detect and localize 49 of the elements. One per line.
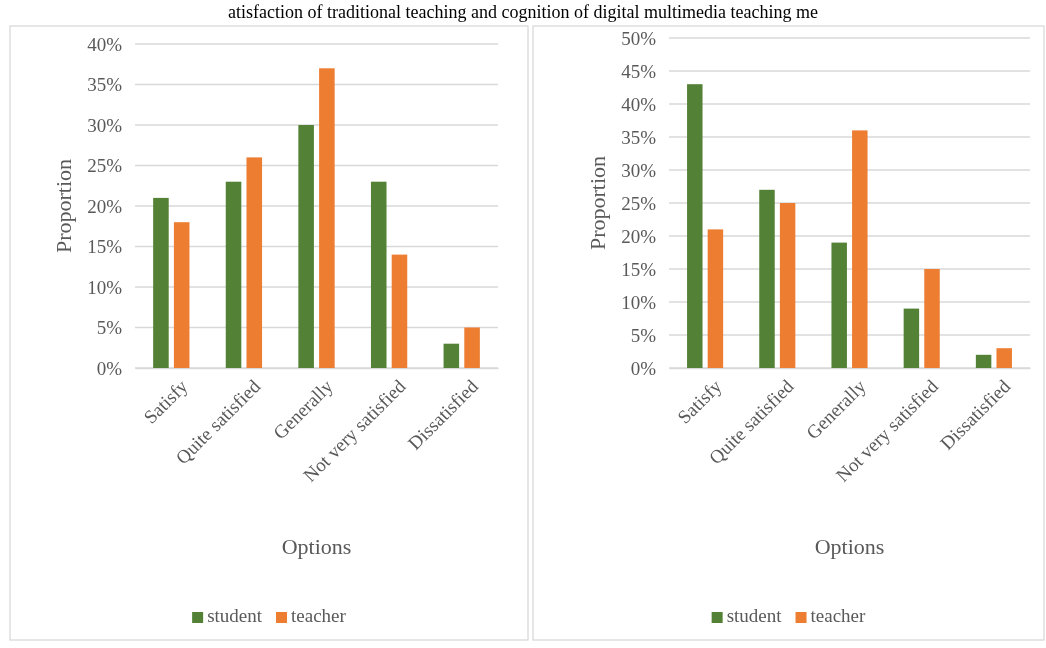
bar (391, 254, 408, 368)
bar (924, 269, 940, 368)
legend-label: teacher (291, 605, 347, 626)
bar (779, 203, 796, 368)
bar (153, 197, 169, 368)
bar (173, 222, 190, 368)
bar (319, 68, 335, 368)
bar (996, 348, 1012, 368)
y-tick-label: 0% (630, 357, 657, 379)
bar (687, 84, 703, 368)
bar (443, 343, 460, 368)
legend-label: teacher (810, 605, 867, 626)
legend-label: student (726, 605, 783, 626)
legend-label: student (207, 605, 263, 626)
y-tick-label: 40% (621, 93, 657, 115)
y-tick-label: 50% (621, 27, 657, 49)
y-tick-label: 25% (87, 155, 123, 177)
bar (298, 125, 314, 368)
x-axis-title: Options (814, 534, 885, 559)
y-tick-label: 40% (87, 33, 123, 55)
y-tick-label: 35% (87, 74, 123, 96)
y-tick-label: 25% (621, 192, 657, 214)
bar (903, 308, 920, 368)
y-tick-label: 5% (96, 317, 123, 339)
bar (246, 157, 263, 368)
y-tick-label: 5% (630, 324, 657, 346)
x-axis-title: Options (281, 534, 352, 559)
bar (370, 181, 387, 368)
bar (707, 229, 724, 368)
text: atisfaction of traditional teaching and cognition of digital multimedia teaching me (228, 2, 818, 22)
bar (759, 189, 775, 368)
y-axis-title: Proportion (51, 158, 76, 254)
y-tick-label: 20% (87, 195, 123, 217)
y-tick-label: 45% (621, 60, 657, 82)
y-tick-label: 15% (87, 236, 123, 258)
y-tick-label: 20% (621, 225, 657, 247)
y-tick-label: 30% (87, 114, 123, 136)
y-tick-label: 0% (96, 357, 123, 379)
bar (975, 354, 992, 368)
y-tick-label: 10% (87, 276, 123, 298)
y-tick-label: 10% (621, 291, 657, 313)
y-axis-title: Proportion (585, 155, 610, 251)
bar (852, 130, 868, 368)
y-tick-label: 15% (621, 258, 657, 280)
bar (831, 242, 847, 368)
y-tick-label: 30% (621, 159, 657, 181)
y-tick-label: 35% (621, 126, 657, 148)
bar (225, 181, 242, 368)
bar (464, 327, 480, 368)
